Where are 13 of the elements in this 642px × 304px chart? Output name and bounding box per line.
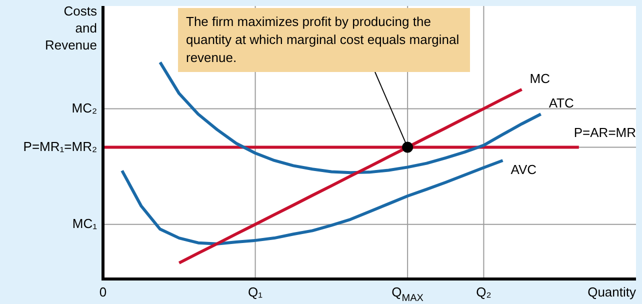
- y-axis-title: Costs and Revenue: [44, 4, 98, 53]
- x-tick-label: Q₁: [248, 284, 264, 300]
- ref-line-label: MC₁: [72, 216, 98, 231]
- x-tick-label: Q₂: [476, 284, 492, 300]
- callout-box: The firm maximizes profit by producing the quantity at which marginal cost equals marginal revenue.: [178, 8, 470, 72]
- x-tick-label: 0: [99, 284, 107, 300]
- x-axis-title: Quantity: [588, 284, 636, 300]
- series-label: AVC: [510, 162, 537, 178]
- series-label: MC: [530, 70, 550, 86]
- series-label: P=AR=MR: [574, 124, 636, 140]
- ref-line-label: P=MR₁=MR₂: [23, 138, 98, 154]
- ref-line-label: MC₂: [72, 100, 97, 116]
- series-label: ATC: [548, 96, 574, 111]
